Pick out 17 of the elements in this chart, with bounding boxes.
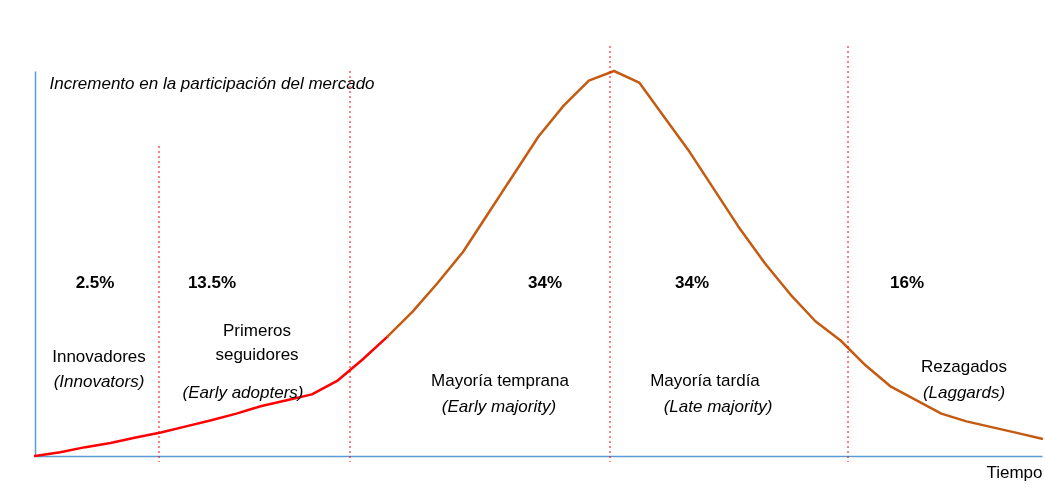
annotation: 34% — [674, 273, 710, 292]
annotation: (Laggards) — [922, 383, 1006, 402]
y-axis-title: Incremento en la participación del mercado — [49, 73, 375, 93]
annotation: Primeros seguidores — [215, 321, 299, 364]
annotation: 2.5% — [75, 273, 115, 292]
annotation: 16% — [889, 273, 925, 292]
x-axis-title: Tiempo — [986, 462, 1043, 482]
annotation: Rezagados — [920, 357, 1008, 376]
annotation: (Innovators) — [53, 372, 145, 391]
annotation: Innovadores — [52, 347, 146, 366]
annotation: (Early adopters) — [182, 383, 304, 402]
annotation: 13.5% — [187, 273, 237, 292]
annotation: (Late majority) — [663, 397, 773, 416]
annotation: Mayoría temprana — [431, 371, 570, 390]
annotation: 34% — [527, 273, 563, 292]
annotation: (Early majority) — [441, 397, 557, 416]
annotation: Mayoría tardía — [650, 371, 761, 390]
